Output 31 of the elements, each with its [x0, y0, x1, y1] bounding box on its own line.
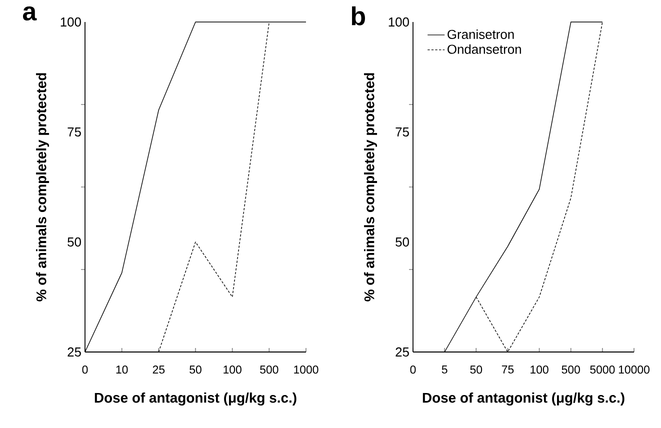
y-tick-label: 50 — [396, 237, 409, 247]
x-tick-label: 25 — [152, 366, 165, 374]
chart-title: a — [22, 6, 37, 21]
y-tick-label: 100 — [60, 17, 81, 27]
legend-label: Ondansetron — [448, 44, 521, 54]
x-tick-label: 100 — [530, 366, 548, 374]
x-tick-label: 500 — [562, 366, 580, 374]
x-tick-label: 10000 — [618, 366, 650, 374]
y-tick-label: 50 — [68, 237, 81, 247]
x-tick-label: 50 — [470, 366, 482, 374]
y-axis-title: % of animals completely protected — [364, 73, 378, 302]
x-tick-label: 0 — [82, 366, 88, 374]
y-tick-label: 75 — [68, 127, 81, 137]
x-tick-label: 1000 — [294, 366, 318, 374]
y-tick-label: 75 — [396, 127, 409, 137]
x-tick-label: 5000 — [590, 366, 615, 374]
x-tick-label: 75 — [502, 366, 514, 374]
y-tick-label: 100 — [388, 17, 409, 27]
legend-label: Granisetron — [448, 29, 514, 39]
y-axis-title: % of animals completely protected — [36, 73, 50, 302]
x-tick-label: 10 — [116, 366, 128, 374]
x-tick-label: 100 — [224, 366, 242, 374]
chart-title: b — [352, 6, 365, 26]
x-axis-title: Dose of antagonist (μg/kg s.c.) — [94, 392, 296, 406]
x-tick-label: 500 — [260, 366, 278, 374]
x-tick-label: 50 — [190, 366, 202, 374]
y-tick-label: 25 — [396, 347, 409, 357]
x-tick-label: 0 — [410, 366, 416, 374]
x-tick-label: 5 — [442, 366, 448, 374]
x-axis-title: Dose of antagonist (μg/kg s.c.) — [422, 392, 624, 406]
y-tick-label: 25 — [68, 347, 81, 357]
